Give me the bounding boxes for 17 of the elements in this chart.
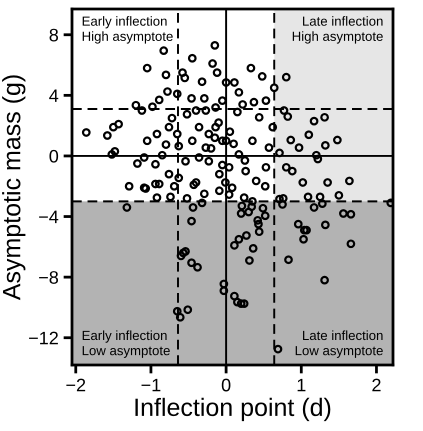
- y-axis-title: Asymptotic mass (g): [2, 75, 26, 300]
- annotation: Late inflection Low asymptote: [296, 330, 383, 358]
- x-tick-label: −2: [66, 378, 86, 392]
- annotation: Early inflection Low asymptote: [82, 330, 170, 358]
- x-tick-label: 2: [372, 378, 381, 392]
- y-tick-label: 4: [49, 89, 58, 102]
- x-tick-label: 0: [222, 378, 230, 392]
- y-tick-label: 0: [49, 150, 58, 163]
- x-tick-label: −1: [142, 378, 160, 392]
- annotation: Early inflection High asymptote: [82, 16, 173, 44]
- y-tick-label: 8: [50, 28, 58, 42]
- y-tick-label: −4: [39, 210, 58, 224]
- x-tick-label: 1: [298, 378, 306, 392]
- x-axis-title: Inflection point (d): [135, 398, 330, 422]
- annotation: Late inflection High asymptote: [292, 16, 383, 44]
- y-tick-label: −8: [39, 271, 58, 284]
- y-tick-label: −12: [29, 332, 58, 344]
